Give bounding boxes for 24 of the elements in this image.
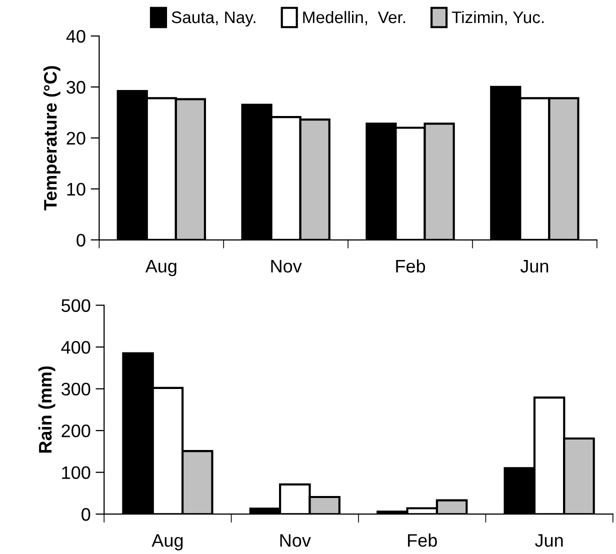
y-tick-label: 10 [67,182,86,196]
y-axis-title: Rain (mm) [38,366,56,453]
x-tick-label: Jun [535,534,563,547]
x-tick-label: Aug [145,260,176,276]
x-tick-label: Feb [396,259,426,273]
y-tick-label: 30 [66,80,86,94]
y-tick-label: 40 [66,30,86,43]
y-tick-label: 0 [76,234,86,247]
y-tick-label: 500 [62,299,90,312]
legend-label: Medellin, Ver. [303,10,406,26]
legend-label: Sauta, Nay. [172,11,256,26]
x-tick-label: Nov [280,534,311,547]
x-tick-label: Nov [271,260,302,273]
x-tick-label: Jun [520,260,548,273]
y-tick-label: 200 [62,424,90,438]
y-tick-label: 20 [66,132,86,145]
y-tick-label: 100 [62,466,90,480]
legend-label: Tizimin, Yuc. [452,10,544,26]
y-axis-title: Temperature (°C) [44,66,60,210]
y-tick-label: 400 [61,340,90,354]
x-tick-label: Aug [152,534,183,550]
x-tick-label: Feb [408,534,437,547]
y-tick-label: 0 [82,508,90,521]
y-tick-label: 300 [61,382,90,396]
